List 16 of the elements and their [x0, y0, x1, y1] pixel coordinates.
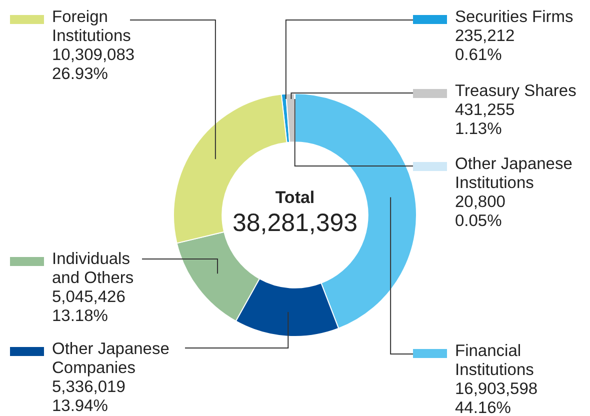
data-label: 5,336,019 13.94% — [52, 378, 126, 416]
data-label: 10,309,083 26.93% — [52, 46, 136, 84]
legend-label: Foreign Institutions — [52, 8, 132, 46]
data-label: 5,045,426 13.18% — [52, 288, 126, 326]
legend-label: Securities Firms — [455, 8, 574, 27]
legend-label: Other Japanese Companies — [52, 340, 170, 378]
data-label: 431,255 1.13% — [455, 101, 516, 139]
legend-label: Other Japanese Institutions — [455, 155, 574, 193]
text: Total — [274, 188, 316, 208]
legend-label: Individuals and Others — [52, 250, 135, 288]
legend-label: Treasury Shares — [455, 82, 578, 101]
data-label: 16,903,598 44.16% — [455, 380, 539, 416]
text: 38,281,393 — [231, 208, 359, 238]
data-label: 20,800 0.05% — [455, 193, 506, 231]
data-label: 235,212 0.61% — [455, 27, 516, 65]
legend-label: Financial Institutions — [455, 342, 535, 380]
